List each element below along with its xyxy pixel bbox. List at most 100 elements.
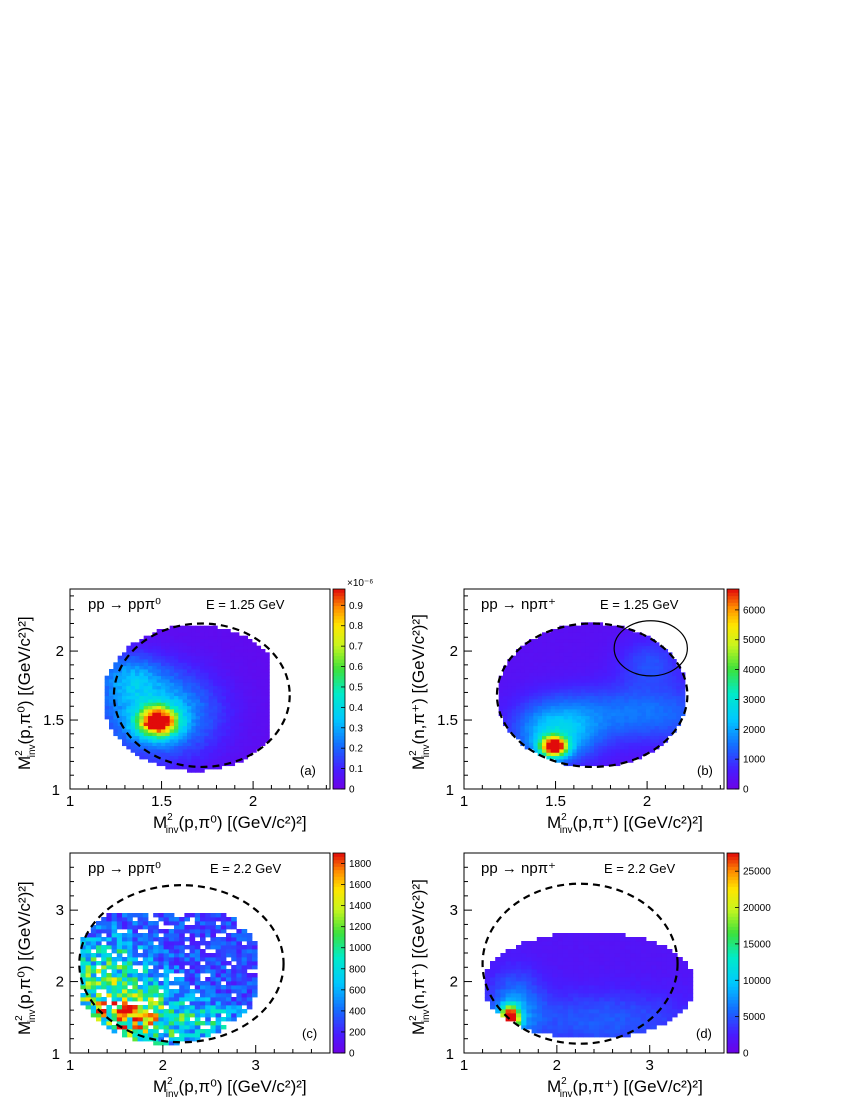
heatmap-cell	[208, 689, 214, 693]
heatmap-cell	[654, 739, 660, 743]
colorbar-segment	[333, 923, 345, 927]
heatmap-cell	[654, 722, 660, 727]
heatmap-cell	[607, 645, 612, 650]
heatmap-cell	[552, 973, 558, 978]
heatmap-cell	[520, 712, 526, 717]
heatmap-cell	[156, 742, 162, 747]
heatmap-cell	[609, 993, 616, 998]
heatmap-cell	[174, 659, 179, 663]
heatmap-cell	[204, 695, 210, 700]
heatmap-cell	[533, 692, 539, 697]
heatmap-cell	[520, 692, 526, 697]
heatmap-cell	[178, 662, 184, 667]
heatmap-cell	[85, 989, 92, 994]
heatmap-cell	[179, 1037, 185, 1042]
heatmap-cell	[208, 699, 214, 703]
heatmap-cell	[568, 692, 573, 697]
heatmap-cell	[624, 675, 630, 680]
heatmap-cell	[602, 719, 608, 723]
heatmap-cell	[191, 662, 197, 667]
heatmap-cell	[682, 997, 688, 1002]
heatmap-cell	[220, 993, 227, 998]
heatmap-cell	[507, 699, 513, 703]
heatmap-cell	[646, 659, 651, 663]
heatmap-cell	[588, 953, 595, 958]
heatmap-cell	[563, 685, 569, 690]
heatmap-cell	[646, 993, 652, 998]
heatmap-cell	[594, 639, 599, 643]
heatmap-cell	[585, 725, 591, 730]
heatmap-cell	[236, 953, 242, 958]
heatmap-cell	[194, 1033, 201, 1038]
heatmap-cell	[615, 709, 621, 713]
heatmap-cell	[241, 985, 248, 990]
heatmap-cell	[533, 672, 539, 677]
heatmap-cell	[179, 1013, 185, 1018]
colorbar-segment	[333, 622, 345, 627]
heatmap-cell	[117, 705, 123, 710]
heatmap-cell	[611, 759, 617, 763]
heatmap-cell	[135, 709, 140, 713]
heatmap-cell	[174, 752, 179, 757]
heatmap-cell	[122, 729, 127, 733]
heatmap-cell	[189, 1029, 196, 1034]
heatmap-cell	[169, 722, 175, 727]
heatmap-cell	[646, 702, 651, 707]
heatmap-cell	[672, 969, 678, 974]
heatmap-cell	[260, 712, 266, 717]
heatmap-cell	[526, 993, 532, 998]
heatmap-cell	[573, 941, 579, 946]
colorbar-segment	[727, 695, 739, 700]
colorbar-segment	[727, 672, 739, 677]
heatmap-cell	[111, 917, 118, 922]
heatmap-cell	[169, 645, 175, 650]
colorbar-segment	[333, 913, 345, 917]
colorbar-segment	[727, 619, 739, 623]
heatmap-cell	[661, 985, 668, 990]
heatmap-cell	[588, 1021, 595, 1026]
heatmap-cell	[117, 709, 123, 713]
heatmap-cell	[637, 712, 643, 717]
heatmap-cell	[666, 1017, 673, 1022]
heatmap-cell	[230, 752, 236, 757]
heatmap-cell	[148, 715, 153, 720]
heatmap-cell	[546, 682, 552, 687]
heatmap-cell	[194, 981, 201, 986]
heatmap-cell	[663, 719, 669, 723]
heatmap-cell	[210, 1029, 216, 1034]
heatmap-cell	[625, 1005, 631, 1010]
heatmap-cell	[672, 1013, 678, 1018]
heatmap-cell	[200, 742, 205, 747]
heatmap-cell	[633, 685, 638, 690]
heatmap-cell	[572, 672, 578, 677]
heatmap-cell	[200, 699, 205, 703]
heatmap-cell	[598, 745, 604, 750]
heatmap-cell	[557, 941, 564, 946]
colorbar-segment	[727, 689, 739, 693]
colorbar-label: 1000	[743, 755, 766, 766]
heatmap-cell	[594, 712, 599, 717]
heatmap-cell	[204, 655, 210, 660]
heatmap-cell	[507, 702, 513, 707]
heatmap-cell	[239, 685, 244, 690]
heatmap-cell	[168, 1021, 175, 1026]
heatmap-cell	[217, 642, 223, 647]
heatmap-cell	[573, 949, 579, 954]
colorbar-segment	[727, 665, 739, 670]
heatmap-cell	[628, 695, 634, 700]
heatmap-cell	[507, 669, 513, 673]
heatmap-cell	[510, 961, 517, 966]
heatmap-cell	[130, 725, 136, 730]
heatmap-cell	[148, 652, 153, 657]
heatmap-cell	[156, 662, 162, 667]
heatmap-cell	[132, 985, 138, 990]
heatmap-cell	[585, 632, 591, 637]
heatmap-cell	[260, 725, 266, 730]
heatmap-cell	[602, 655, 608, 660]
heatmap-cell	[533, 719, 539, 723]
heatmap-cell	[156, 692, 162, 697]
heatmap-cell	[576, 659, 582, 663]
heatmap-cell	[520, 725, 526, 730]
heatmap-cell	[536, 1013, 543, 1018]
